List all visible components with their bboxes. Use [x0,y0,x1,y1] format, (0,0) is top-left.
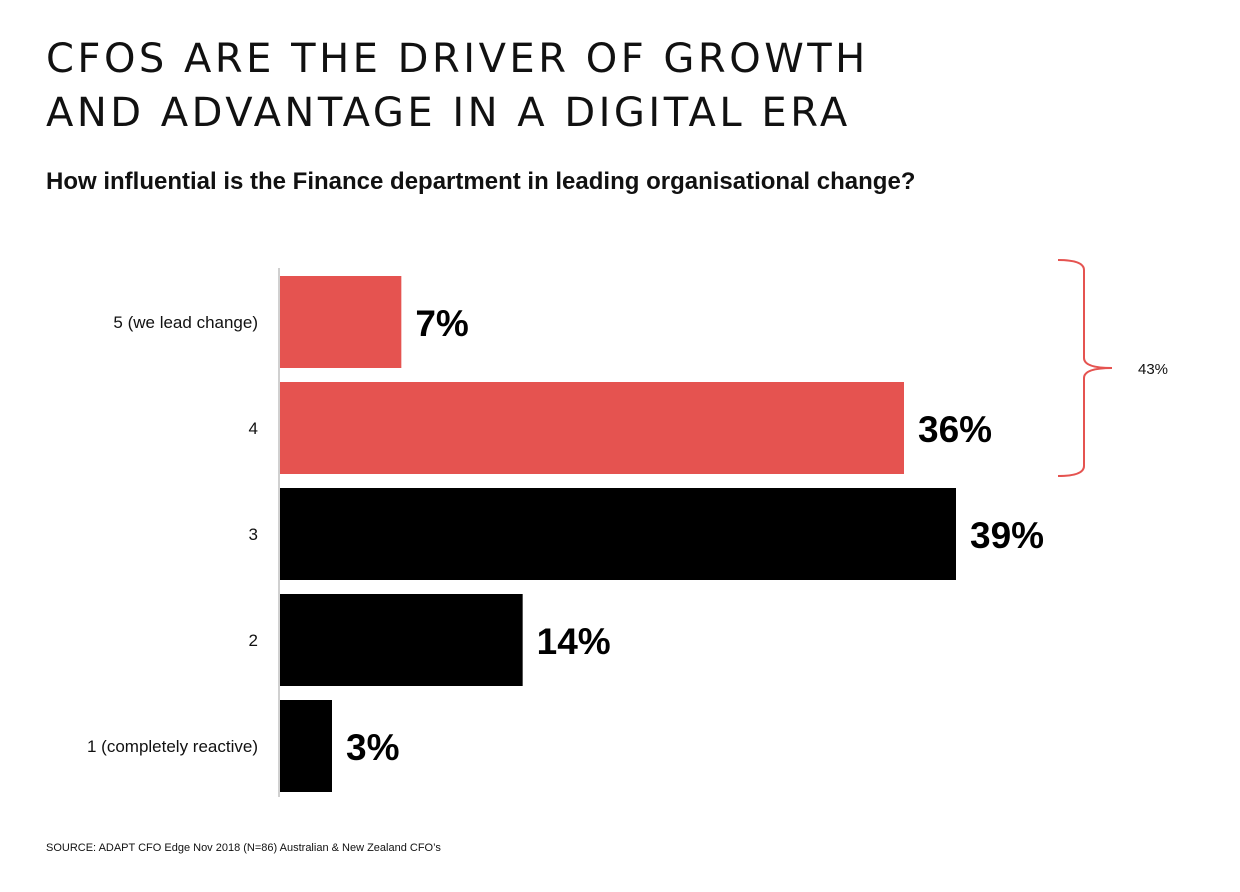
bar-3 [280,488,956,580]
category-label: 5 (we lead change) [113,313,258,332]
category-label: 2 [249,631,258,650]
annotation-label: 43% [1138,361,1168,378]
bar-1 [280,276,402,368]
value-label: 39% [970,515,1044,556]
category-label: 3 [249,525,258,544]
chart-title: CFOS ARE THE DRIVER OF GROWTH AND ADVANT… [46,32,869,140]
bar-2 [280,382,904,474]
category-label: 4 [249,419,258,438]
chart-subtitle: How influential is the Finance departmen… [46,168,916,195]
value-label: 3% [346,727,399,768]
bar-5 [280,700,332,792]
value-label: 14% [537,621,611,662]
value-label: 7% [415,303,468,344]
annotation-bracket [1057,259,1113,477]
title-line-2: AND ADVANTAGE IN A DIGITAL ERA [46,90,851,136]
bar-4 [280,594,523,686]
title-line-1: CFOS ARE THE DRIVER OF GROWTH [46,36,869,82]
source-note: SOURCE: ADAPT CFO Edge Nov 2018 (N=86) A… [46,842,441,854]
category-label: 1 (completely reactive) [87,737,258,756]
value-label: 36% [918,409,992,450]
